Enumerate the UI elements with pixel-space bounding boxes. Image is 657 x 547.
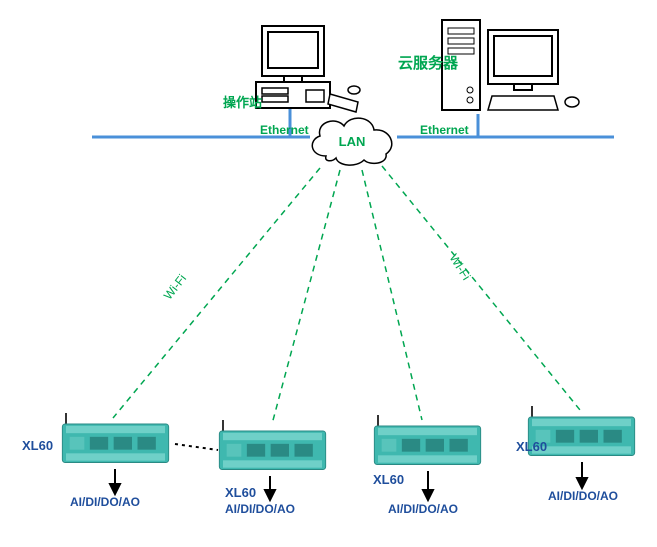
device-label-1: XL60 [22,438,53,453]
io-label-2: AI/DI/DO/AO [225,502,295,516]
workstation-label: 操作站 [223,92,262,111]
device-label-3: XL60 [373,472,404,487]
device-dot-line [175,444,218,450]
server-node [438,16,588,116]
device-1 [58,413,173,468]
ethernet-label-2: Ethernet [420,123,469,137]
io-label-1: AI/DI/DO/AO [70,495,140,509]
device-label-4: XL60 [516,439,547,454]
wifi-line-4 [382,166,580,410]
io-label-4: AI/DI/DO/AO [548,489,618,503]
wifi-label-1: Wi-Fi [161,272,189,303]
device-icon [370,415,485,470]
wifi-label-2: Wi-Fi [447,251,474,282]
lan-cloud: LAN [302,110,402,170]
device-icon [58,413,173,468]
workstation-icon [246,22,366,122]
wifi-line-3 [362,170,422,420]
io-stub-2 [265,476,275,500]
device-3 [370,415,485,470]
device-2 [215,420,330,475]
io-label-3: AI/DI/DO/AO [388,502,458,516]
device-icon [215,420,330,475]
wifi-line-2 [272,170,340,424]
lan-label: LAN [302,134,402,149]
io-stub-1 [110,469,120,494]
device-label-2: XL60 [225,485,256,500]
io-stub-3 [423,471,433,500]
ethernet-label-1: Ethernet [260,123,309,137]
server-label: 云服务器 [398,52,458,73]
server-icon [438,16,588,116]
io-stub-4 [577,462,587,488]
workstation-node [246,22,366,122]
wifi-line-1 [113,168,320,418]
